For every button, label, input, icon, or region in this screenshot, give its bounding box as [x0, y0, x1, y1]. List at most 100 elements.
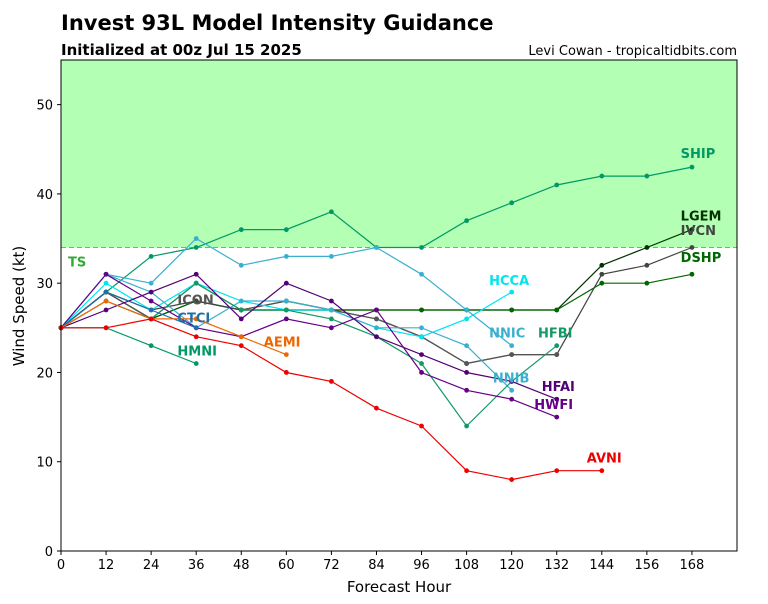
data-point [148, 343, 154, 349]
data-point [374, 307, 379, 313]
data-point [419, 271, 424, 277]
data-point [644, 280, 650, 286]
ts-band [61, 60, 737, 248]
data-point [103, 271, 109, 277]
x-tick-label: 156 [634, 558, 659, 573]
plot-area: TS SHIP LGEM DSHP IVCN ICON HCCA NNIC NNIB HFBI HF… [36, 59, 738, 573]
data-point [509, 352, 515, 357]
data-point [193, 298, 199, 304]
series-label-avni: AVNI [587, 452, 622, 467]
data-point [689, 164, 695, 170]
series-label-lgem: LGEM [681, 210, 722, 225]
data-point [509, 200, 515, 206]
data-point [238, 316, 244, 322]
data-point [509, 307, 515, 313]
data-point [103, 280, 109, 286]
y-tick-label: 50 [36, 99, 53, 114]
series-label-aemi: AEMI [264, 336, 301, 351]
y-tick-label: 0 [45, 545, 53, 560]
data-point [283, 316, 289, 322]
data-point [148, 298, 154, 304]
x-tick-label: 144 [589, 558, 614, 573]
data-point [148, 280, 154, 286]
data-point [599, 173, 605, 179]
data-point [419, 245, 424, 250]
x-tick-label: 12 [98, 558, 115, 573]
chart-subtitle: Initialized at 00z Jul 15 2025 [61, 41, 302, 59]
data-point [148, 289, 154, 295]
data-point [599, 271, 605, 277]
data-point [509, 477, 515, 482]
data-point [193, 361, 199, 366]
data-point [283, 254, 289, 259]
data-point [464, 468, 469, 474]
series-line-hfbi [60, 282, 558, 427]
ts-label: TS [68, 255, 86, 270]
data-point [283, 280, 289, 286]
x-tick-label: 120 [499, 558, 524, 573]
data-point [464, 423, 469, 429]
y-axis-label: Wind Speed (kt) [10, 246, 28, 367]
data-point [329, 378, 334, 384]
y-tick-label: 10 [36, 456, 53, 471]
data-point [689, 245, 695, 250]
data-point [374, 325, 379, 331]
x-tick-label: 72 [323, 558, 340, 573]
x-tick-label: 0 [57, 558, 65, 573]
data-point [509, 289, 515, 295]
data-point [374, 405, 379, 411]
x-tick-label: 84 [368, 558, 385, 573]
data-point [464, 361, 469, 366]
data-point [329, 325, 334, 331]
data-point [419, 334, 424, 340]
data-point [599, 468, 605, 474]
y-tick-label: 40 [36, 188, 53, 203]
data-point [283, 227, 289, 233]
series-label-nnic: NNIC [489, 327, 525, 342]
data-point [193, 334, 199, 340]
data-point [329, 209, 334, 215]
x-tick-label: 96 [413, 558, 430, 573]
data-point [283, 307, 289, 313]
data-point [554, 343, 560, 349]
data-point [283, 298, 289, 304]
data-point [554, 307, 560, 313]
data-point [419, 423, 424, 429]
data-point [419, 361, 424, 366]
data-point [374, 245, 379, 250]
x-tick-label: 168 [680, 558, 705, 573]
x-axis-label: Forecast Hour [347, 578, 452, 596]
data-point [193, 271, 199, 277]
data-point [148, 316, 154, 322]
data-point [103, 298, 109, 304]
data-point [509, 343, 515, 349]
data-point [238, 334, 244, 340]
data-point [464, 307, 469, 313]
data-point [148, 307, 154, 313]
data-point [329, 307, 334, 313]
plot-frame [60, 59, 738, 552]
series-line-aemi [60, 300, 287, 356]
data-point [419, 352, 424, 357]
y-tick-label: 30 [36, 277, 53, 292]
data-point [238, 227, 244, 233]
data-point [464, 218, 469, 224]
data-point [464, 387, 469, 393]
series-line-hmni [61, 327, 197, 365]
series-label-ivcn: IVCN [681, 224, 716, 239]
chart-credit: Levi Cowan - tropicaltidbits.com [528, 44, 737, 59]
data-point [374, 316, 379, 322]
data-point [464, 316, 469, 322]
series-label-nnib: NNIB [493, 371, 530, 386]
data-point [193, 236, 199, 241]
data-point [238, 307, 244, 313]
data-point [193, 280, 199, 286]
data-point [554, 352, 560, 357]
series-line-ivcn [60, 246, 693, 365]
series-label-hfbi: HFBI [538, 327, 573, 342]
data-point [374, 334, 379, 340]
data-point [689, 271, 695, 277]
data-point [599, 280, 605, 286]
y-tick-label: 20 [36, 366, 53, 381]
